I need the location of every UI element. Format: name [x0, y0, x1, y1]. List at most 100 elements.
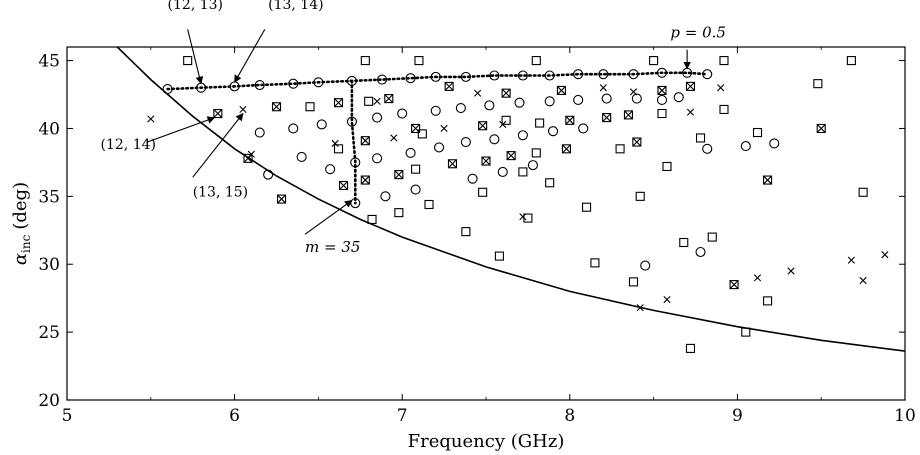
marker-circle: [631, 93, 642, 104]
x-tick-label: 8: [564, 406, 575, 426]
marker-square: [719, 56, 729, 66]
marker-square: [494, 251, 504, 261]
marker-circle: [769, 138, 780, 149]
marker-boxed-cross: [360, 175, 370, 185]
marker-x: [717, 84, 725, 92]
marker-circle: [380, 191, 391, 202]
marker-circle: [695, 246, 706, 258]
marker-circle: [656, 94, 668, 105]
marker-square: [649, 56, 659, 66]
marker-boxed-cross: [213, 108, 223, 119]
marker-boxed-cross: [565, 115, 575, 125]
marker-square: [582, 202, 592, 212]
y-axis-label-sub: inc: [19, 234, 33, 253]
marker-square: [535, 118, 545, 128]
marker-circle: [397, 108, 408, 119]
marker-boxed-cross: [623, 110, 634, 120]
annotation-label: (13, 14): [268, 0, 323, 13]
marker-x: [519, 213, 527, 221]
x-tick-label: 10: [894, 406, 916, 426]
marker-circle: [377, 74, 388, 85]
marker-square: [424, 199, 434, 210]
marker-circle: [325, 164, 336, 175]
marker-boxed-cross: [384, 94, 394, 104]
marker-circle: [288, 123, 299, 134]
marker-circle: [410, 184, 421, 195]
y-tick-label: 25: [38, 323, 60, 343]
marker-boxed-cross: [561, 144, 571, 154]
marker-circle: [628, 69, 639, 80]
marker-square: [657, 108, 667, 119]
marker-x: [881, 251, 889, 259]
marker-square: [531, 56, 541, 66]
marker-square: [411, 164, 421, 174]
marker-x: [239, 105, 247, 114]
marker-boxed-cross: [333, 98, 344, 108]
marker-x: [663, 295, 671, 304]
marker-square: [615, 144, 625, 154]
marker-circle: [517, 70, 528, 81]
marker-circle: [702, 69, 713, 80]
marker-circle: [467, 173, 478, 184]
y-axis-label: αinc (deg): [10, 182, 33, 265]
marker-x: [847, 256, 855, 264]
marker-square: [531, 148, 541, 158]
annotation-arrow: [234, 29, 266, 83]
marker-circle: [740, 141, 751, 152]
marker-x: [753, 274, 762, 282]
marker-circle: [656, 67, 668, 78]
marker-circle: [350, 157, 361, 168]
marker-boxed-cross: [360, 136, 370, 146]
marker-circle: [497, 166, 508, 177]
marker-boxed-cross: [447, 159, 458, 169]
y-tick-label: 45: [38, 52, 60, 72]
plot-area: (12, 13) (13, 14) p = 0.5 (12, 14) (13, 15) m…: [101, 0, 905, 353]
marker-square: [183, 56, 193, 66]
y-tick-label: 40: [38, 119, 60, 139]
marker-x: [629, 88, 638, 96]
x-tick-label: 6: [229, 406, 240, 426]
marker-circle: [296, 151, 307, 163]
marker-circle: [517, 130, 528, 141]
marker-circle: [405, 147, 416, 158]
marker-boxed-cross: [685, 81, 696, 91]
marker-x: [474, 89, 482, 97]
marker-square: [333, 144, 344, 154]
marker-circle: [578, 123, 589, 134]
marker-boxed-cross: [632, 137, 642, 147]
marker-circle: [527, 160, 538, 171]
marker-x: [390, 134, 398, 142]
marker-circle: [455, 103, 466, 114]
marker-x: [499, 120, 507, 128]
marker-square: [523, 213, 533, 223]
marker-circle: [405, 73, 416, 84]
marker-boxed-cross: [478, 121, 488, 131]
annotation-arrow: [187, 29, 204, 85]
y-axis-label-main: α: [10, 253, 31, 265]
marker-square: [695, 133, 706, 143]
marker-circle: [544, 70, 555, 81]
y-tick-label: 30: [38, 255, 60, 275]
marker-x: [787, 267, 795, 275]
annotation-label: (12, 14): [101, 137, 156, 153]
marker-square: [741, 327, 751, 337]
marker-square: [719, 104, 729, 115]
axes: 5 6 7 8 9 10 20 25 30 35 40 45: [38, 46, 916, 426]
marker-circle: [346, 116, 357, 127]
marker-square: [763, 296, 773, 306]
marker-circle: [673, 92, 684, 103]
marker-square: [679, 237, 689, 248]
marker-x: [247, 150, 255, 158]
annotation-label: (13, 15): [193, 184, 248, 200]
marker-circle: [489, 70, 500, 81]
marker-boxed-cross: [394, 170, 404, 180]
y-tick-label: 20: [38, 391, 60, 411]
marker-boxed-cross: [276, 194, 287, 204]
marker-circle: [573, 69, 584, 80]
marker-boxed-cross: [271, 102, 282, 112]
marker-x: [636, 304, 644, 312]
marker-x: [440, 124, 448, 133]
marker-circle: [434, 142, 445, 153]
annotation-arrow: [192, 112, 244, 178]
marker-square: [752, 127, 763, 138]
